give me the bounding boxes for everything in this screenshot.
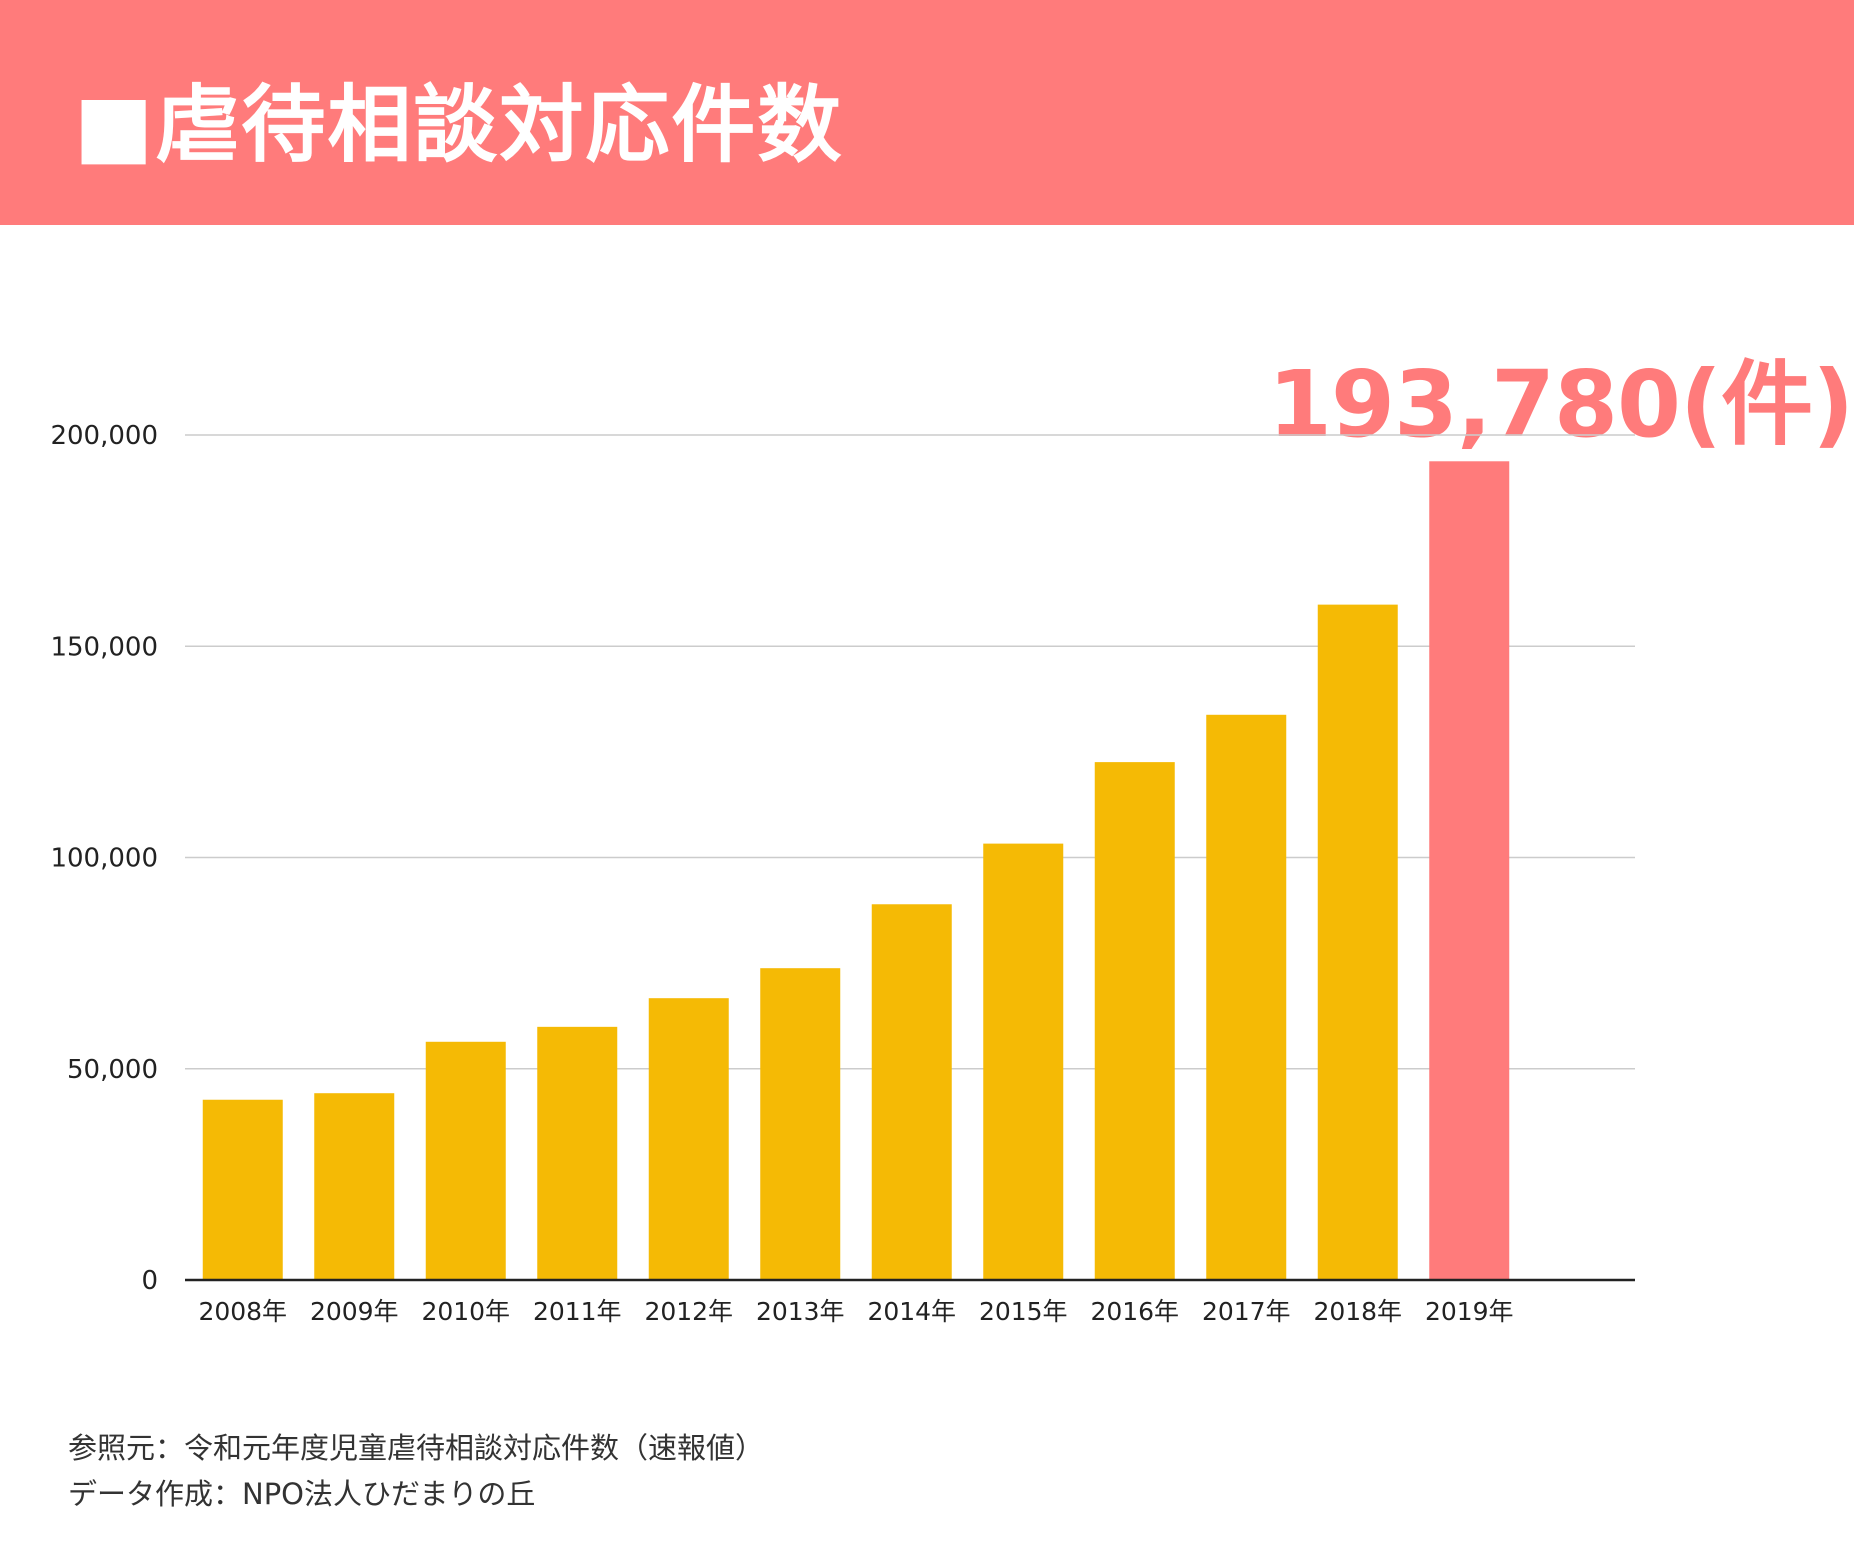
x-tick-label: 2009年: [310, 1297, 399, 1326]
bar: [202, 1099, 283, 1280]
source-line-author: データ作成：NPO法人ひだまりの丘: [68, 1477, 536, 1511]
x-tick-label: 2012年: [644, 1297, 733, 1326]
x-tick-label: 2015年: [979, 1297, 1068, 1326]
x-tick-label: 2019年: [1425, 1297, 1514, 1326]
bar: [648, 998, 729, 1280]
bar: [1094, 762, 1175, 1280]
bar: [871, 904, 952, 1280]
bar: [314, 1093, 395, 1280]
bar: [760, 968, 841, 1280]
page-title: ■虐待相談対応件数: [74, 76, 844, 174]
bar: [1317, 604, 1398, 1280]
x-tick-label: 2011年: [533, 1297, 622, 1326]
bar: [983, 843, 1064, 1280]
source-line-reference: 参照元：令和元年度児童虐待相談対応件数（速報値）: [68, 1431, 765, 1465]
source-note: 参照元：令和元年度児童虐待相談対応件数（速報値） データ作成：NPO法人ひだまり…: [68, 1425, 764, 1517]
highlight-value-label: 193,780(件): [1268, 351, 1854, 458]
x-tick-label: 2014年: [867, 1297, 956, 1326]
x-tick-label: 2016年: [1090, 1297, 1179, 1326]
y-tick-label: 0: [141, 1266, 158, 1296]
bar: [425, 1041, 506, 1280]
bar-chart: 0 50,000 100,000 150,000 200,000 2008年 2009年 20…: [50, 421, 1635, 1326]
x-tick-label: 2008年: [198, 1297, 287, 1326]
x-tick-label: 2013年: [756, 1297, 845, 1326]
x-tick-label: 2018年: [1313, 1297, 1402, 1326]
x-tick-label: 2017年: [1202, 1297, 1291, 1326]
y-tick-label: 100,000: [50, 844, 158, 874]
x-tick-label: 2010年: [421, 1297, 510, 1326]
bar: [1206, 714, 1287, 1280]
y-tick-label: 200,000: [50, 421, 158, 451]
bar: [537, 1026, 618, 1280]
y-tick-label: 150,000: [50, 632, 158, 662]
y-tick-label: 50,000: [67, 1055, 158, 1085]
bar: [1429, 461, 1510, 1280]
header-banner: ■虐待相談対応件数: [0, 0, 1854, 225]
